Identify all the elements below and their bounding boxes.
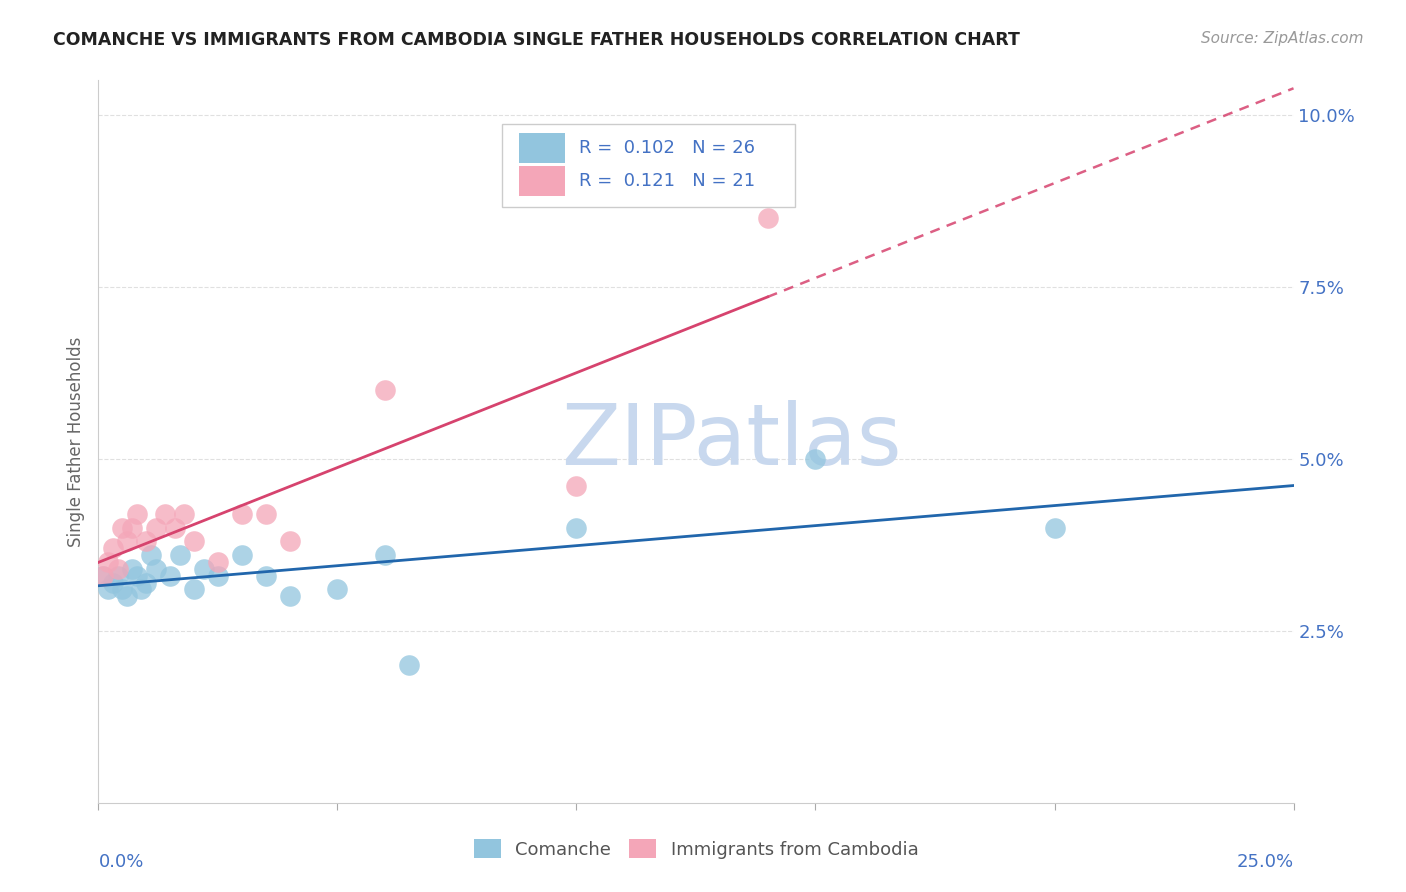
Point: [111, 520, 134, 534]
Point: [91, 568, 114, 582]
Point: [145, 520, 167, 534]
Point: [125, 568, 148, 582]
Text: ZIPatlas: ZIPatlas: [561, 400, 903, 483]
Point: [398, 658, 420, 673]
Text: 0.0%: 0.0%: [98, 854, 143, 871]
Point: [254, 507, 277, 521]
Point: [278, 590, 301, 604]
Point: [374, 548, 396, 562]
Point: [193, 562, 215, 576]
Point: [91, 568, 114, 582]
Point: [131, 582, 153, 597]
Point: [111, 582, 134, 597]
Point: [804, 451, 827, 466]
Point: [326, 582, 349, 597]
Point: [163, 520, 186, 534]
Point: [121, 562, 143, 576]
FancyBboxPatch shape: [519, 133, 565, 163]
Point: [565, 479, 588, 493]
Point: [155, 507, 177, 521]
Text: 25.0%: 25.0%: [1236, 854, 1294, 871]
Text: R =  0.121   N = 21: R = 0.121 N = 21: [579, 172, 755, 190]
Point: [97, 582, 120, 597]
Point: [231, 548, 253, 562]
Point: [169, 548, 191, 562]
Text: R =  0.102   N = 26: R = 0.102 N = 26: [579, 139, 755, 157]
Point: [565, 520, 588, 534]
Point: [183, 582, 205, 597]
Point: [125, 507, 148, 521]
FancyBboxPatch shape: [519, 166, 565, 196]
Point: [139, 548, 162, 562]
Point: [145, 562, 167, 576]
Point: [135, 575, 157, 590]
Point: [254, 568, 277, 582]
Point: [135, 534, 157, 549]
Point: [159, 568, 181, 582]
Point: [173, 507, 195, 521]
Point: [107, 568, 129, 582]
Point: [207, 568, 229, 582]
Y-axis label: Single Father Households: Single Father Households: [66, 336, 84, 547]
Point: [115, 590, 138, 604]
Point: [1043, 520, 1066, 534]
Text: COMANCHE VS IMMIGRANTS FROM CAMBODIA SINGLE FATHER HOUSEHOLDS CORRELATION CHART: COMANCHE VS IMMIGRANTS FROM CAMBODIA SIN…: [53, 31, 1021, 49]
Point: [231, 507, 253, 521]
Point: [207, 555, 229, 569]
Point: [101, 575, 124, 590]
Point: [183, 534, 205, 549]
Point: [756, 211, 779, 225]
Point: [97, 555, 120, 569]
Text: Source: ZipAtlas.com: Source: ZipAtlas.com: [1201, 31, 1364, 46]
FancyBboxPatch shape: [502, 124, 796, 207]
Point: [278, 534, 301, 549]
Point: [101, 541, 124, 556]
Point: [374, 383, 396, 397]
Point: [115, 534, 138, 549]
Point: [121, 520, 143, 534]
Point: [107, 562, 129, 576]
Legend: Comanche, Immigrants from Cambodia: Comanche, Immigrants from Cambodia: [467, 832, 925, 866]
